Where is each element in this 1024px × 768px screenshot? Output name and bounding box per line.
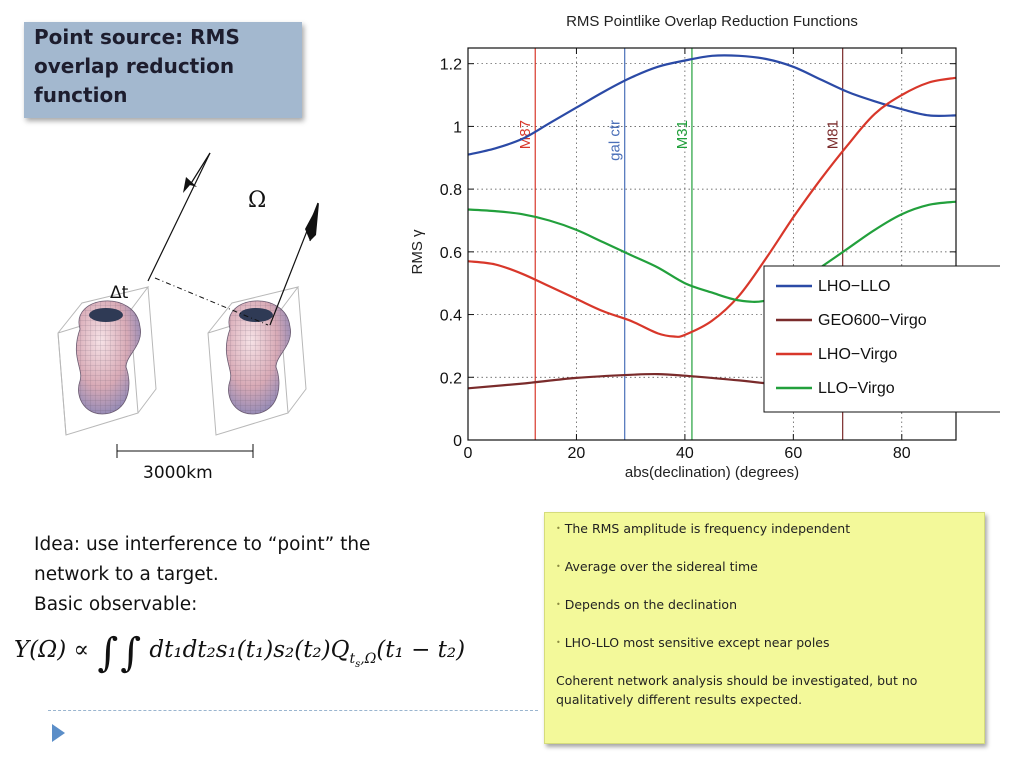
- y-tick-label: 0.2: [440, 370, 462, 387]
- idea-line-2: network to a target.: [34, 564, 219, 585]
- idea-line-3: Basic observable:: [34, 594, 198, 615]
- x-tick-label: 20: [568, 445, 586, 462]
- axes: 0 20 40 60 80 0 0.2 0.4 0.6 0.8 1 1.2: [440, 47, 957, 462]
- series-line-lho-llo: [467, 54, 957, 156]
- y-tick-label: 0.8: [440, 182, 462, 199]
- series-line-lho-virgo: [467, 76, 957, 338]
- baseline-distance-label: 3000km: [143, 463, 213, 483]
- x-axis-label: abs(declination) (degrees): [625, 464, 799, 481]
- y-tick-label: 1: [453, 119, 462, 136]
- x-tick-label: 0: [464, 445, 473, 462]
- note-bullet-text: The RMS amplitude is frequency independe…: [564, 521, 851, 536]
- observable-formula: Y(Ω) ∝ ∫∫ dt₁dt₂s₁(t₁)s₂(t₂)Qts,Ω(t₁ − t…: [14, 630, 465, 676]
- chart-legend: LHO−LLO GEO600−Virgo LHO−Virgo LLO−Virgo: [763, 265, 1000, 413]
- omega-label: Ω: [248, 188, 267, 213]
- legend-entry: GEO600−Virgo: [818, 312, 927, 329]
- y-tick-label: 0.4: [440, 308, 462, 325]
- formula-tail: (t₁ − t₂): [376, 637, 466, 663]
- formula-integrand: dt₁dt₂s₁(t₁)s₂(t₂)Q: [149, 637, 350, 663]
- plot-frame: [467, 47, 957, 441]
- arrow-head-right: [305, 203, 319, 241]
- x-tick-label: 80: [893, 445, 911, 462]
- footer-divider: [48, 710, 538, 711]
- marker-label: gal ctr: [607, 120, 624, 161]
- detector-right: [207, 286, 307, 436]
- arrow-head-left: [183, 177, 197, 193]
- y-tick-label: 1.2: [440, 57, 462, 74]
- idea-line-1: Idea: use interference to “point” the: [34, 534, 371, 555]
- marker-label: M87: [517, 120, 534, 149]
- marker-label: M31: [674, 120, 691, 149]
- legend-entry: LLO−Virgo: [818, 380, 895, 397]
- y-tick-label: 0.6: [440, 245, 462, 262]
- slide-title: Point source: RMS overlap reduction func…: [24, 22, 302, 118]
- note-bullet: • The RMS amplitude is frequency independ…: [556, 521, 851, 536]
- y-tick-label: 0: [453, 433, 462, 450]
- note-bullet-text: LHO-LLO most sensitive except near poles: [564, 635, 830, 650]
- legend-entry: LHO−Virgo: [818, 346, 897, 363]
- note-conclusion: Coherent network analysis should be inve…: [556, 673, 918, 707]
- detector-left: [57, 286, 157, 436]
- note-bullet: • LHO-LLO most sensitive except near pole…: [556, 635, 830, 650]
- overlap-reduction-chart: RMS Pointlike Overlap Reduction Function…: [409, 13, 1000, 481]
- delta-t-label: Δt: [110, 283, 129, 303]
- formula-lhs: Y(Ω) ∝: [14, 637, 90, 663]
- source-markers: M87 gal ctr M31 M81: [517, 48, 844, 440]
- formula-sub2: ,Ω: [360, 650, 377, 667]
- formula-subsub: s: [355, 658, 361, 670]
- x-tick-label: 40: [676, 445, 694, 462]
- wave-arrows: [147, 152, 319, 326]
- x-tick-label: 60: [784, 445, 802, 462]
- marker-label: M81: [825, 120, 842, 149]
- series-line-llo-virgo: [467, 200, 957, 303]
- note-bullet: • Average over the sidereal time: [556, 559, 758, 574]
- detector-illustration: [57, 152, 319, 458]
- integral-sign-1: ∫: [97, 630, 119, 676]
- y-axis-label: RMS γ: [409, 229, 426, 275]
- baseline-bracket: [116, 444, 254, 458]
- delay-dashed-line: [154, 277, 269, 326]
- next-slide-arrow-icon[interactable]: [52, 724, 65, 742]
- note-bullet-text: Depends on the declination: [564, 597, 738, 612]
- notes-box: • The RMS amplitude is frequency independ…: [544, 512, 985, 744]
- formula-sub: t: [349, 650, 356, 667]
- chart-title: RMS Pointlike Overlap Reduction Function…: [566, 13, 858, 30]
- integral-sign-2: ∫: [120, 630, 142, 676]
- idea-text: Idea: use interference to “point” the ne…: [34, 530, 370, 620]
- note-bullet: • Depends on the declination: [556, 597, 738, 612]
- note-bullet-text: Average over the sidereal time: [564, 559, 758, 574]
- legend-entry: LHO−LLO: [818, 278, 890, 295]
